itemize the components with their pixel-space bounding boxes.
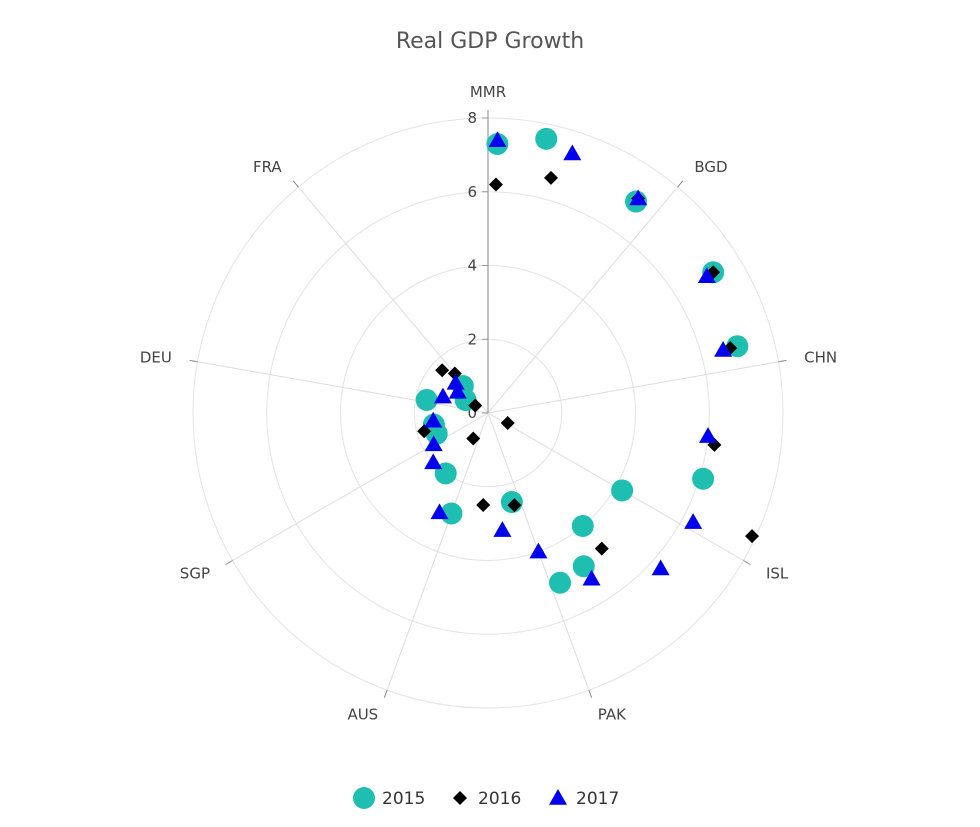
spoke-tick-sgp: [225, 560, 233, 565]
point-2017-1: [563, 144, 582, 161]
spoke-tick-isl: [743, 560, 751, 565]
spoke-tick-chn: [778, 359, 787, 363]
point-2017-7: [651, 559, 670, 576]
radial-tick-label-8: 8: [467, 109, 477, 127]
radial-tick-label-6: 6: [467, 183, 477, 201]
point-2017-11: [430, 503, 449, 520]
point-2017-5: [699, 427, 718, 443]
marker-layer: [415, 127, 760, 594]
spoke-bgd: [487, 186, 679, 414]
point-2016-13: [468, 398, 483, 413]
spoke-tick-fra: [292, 180, 299, 188]
point-2016-9: [507, 498, 522, 513]
point-2015-6: [611, 479, 634, 502]
spoke-tick-bgd: [677, 180, 684, 188]
point-2017-6: [684, 513, 703, 529]
point-2016-0: [488, 177, 503, 192]
point-2017-8: [582, 569, 601, 586]
point-2015-7: [571, 514, 594, 537]
point-2015-1: [535, 127, 558, 150]
spoke-sgp: [232, 412, 489, 561]
point-2017-17: [446, 373, 465, 390]
legend-item-2016[interactable]: 2016: [453, 789, 521, 809]
legend[interactable]: 2015 2016 2017: [353, 787, 619, 809]
legend-marker-2015: [353, 787, 375, 809]
spoke-chn: [487, 361, 779, 414]
category-label-fra: FRA: [253, 158, 282, 176]
category-label-sgp: SGP: [180, 565, 210, 583]
point-2016-1: [543, 170, 558, 185]
point-2017-3: [697, 267, 716, 283]
category-label-aus: AUS: [347, 706, 378, 724]
point-2016-8: [594, 541, 609, 556]
spoke-tick-aus: [383, 690, 388, 698]
point-2017-0: [488, 131, 507, 148]
point-2016-10: [476, 498, 491, 513]
category-label-pak: PAK: [598, 706, 627, 724]
point-2015-5: [692, 467, 715, 490]
legend-label-2016: 2016: [478, 789, 521, 809]
spoke-deu: [197, 361, 489, 414]
point-2017-4: [714, 341, 733, 357]
point-2017-14: [424, 411, 443, 428]
point-2017-10: [493, 521, 512, 537]
legend-item-2017[interactable]: 2017: [549, 789, 619, 809]
radial-tick-label-0: 0: [467, 404, 477, 422]
radial-tick-label-4: 4: [467, 257, 477, 275]
point-2017-16: [448, 382, 467, 399]
legend-item-2015[interactable]: 2015: [353, 787, 425, 809]
point-2015-8: [572, 555, 595, 578]
radial-tick-label-2: 2: [467, 330, 477, 348]
legend-label-2017: 2017: [576, 789, 619, 809]
point-2017-12: [424, 453, 443, 470]
spoke-tick-pak: [588, 690, 593, 698]
point-2017-2: [629, 189, 648, 206]
category-label-deu: DEU: [140, 348, 172, 366]
legend-label-2015: 2015: [382, 789, 425, 809]
chart-title: Real GDP Growth: [396, 29, 584, 54]
category-label-isl: ISL: [766, 565, 789, 583]
point-2016-15: [447, 366, 462, 381]
point-2016-14: [435, 363, 450, 378]
category-label-mmr: MMR: [470, 83, 506, 101]
point-2016-6: [745, 529, 760, 544]
category-label-chn: CHN: [804, 348, 837, 366]
category-label-bgd: BGD: [694, 158, 727, 176]
legend-marker-2017: [549, 789, 567, 805]
point-2015-15: [415, 388, 438, 411]
spoke-aus: [386, 412, 489, 691]
point-2017-13: [424, 435, 443, 452]
point-2017-9: [529, 542, 548, 559]
point-2015-9: [549, 571, 572, 594]
legend-marker-2016: [453, 791, 467, 805]
grid-layer: MMR BGD CHN ISL PAK AUS SGP DEU FRA 0 2 4 6 8: [140, 83, 837, 724]
point-2016-11: [466, 431, 481, 446]
point-2017-15: [433, 387, 452, 404]
spoke-tick-deu: [189, 359, 198, 363]
point-2016-12: [417, 424, 432, 439]
point-2016-7: [500, 416, 515, 431]
